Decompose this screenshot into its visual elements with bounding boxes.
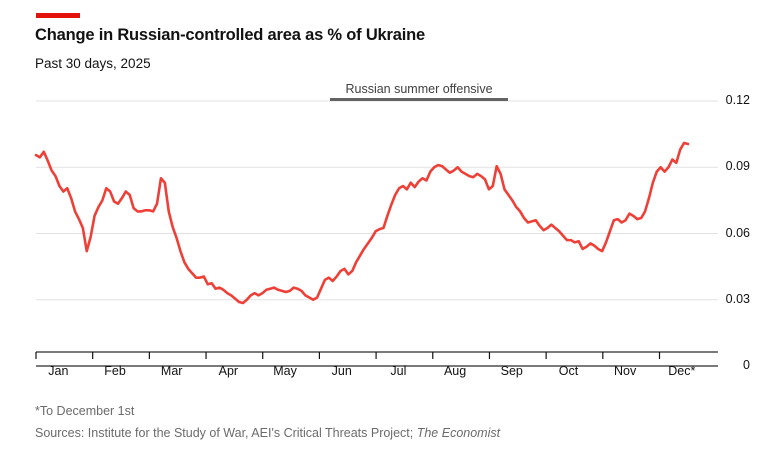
y-axis-label: 0.09 (725, 159, 750, 174)
sources-text: Sources: Institute for the Study of War,… (35, 426, 417, 440)
x-axis-label: Oct (558, 364, 579, 378)
x-axis-label: Sep (500, 364, 523, 378)
x-axis-label: Mar (160, 364, 183, 378)
x-axis-label: Jan (48, 364, 69, 378)
x-axis-label: Aug (443, 364, 467, 378)
x-axis-label: May (273, 364, 297, 378)
gridlines (36, 100, 718, 367)
x-axis-label: Jun (331, 364, 352, 378)
y-axis-label: 0.06 (725, 225, 750, 240)
y-axis-label: 0.03 (725, 291, 750, 306)
annotation-label: Russian summer offensive (345, 82, 493, 96)
line-chart (34, 100, 718, 367)
x-axis (35, 351, 718, 359)
series-line (34, 141, 690, 305)
x-axis-label: Dec* (668, 364, 696, 378)
sources-note: Sources: Institute for the Study of War,… (35, 426, 500, 440)
y-axis-label: 0 (743, 358, 750, 372)
page-title: Change in Russian-controlled area as % o… (35, 26, 425, 44)
x-axis-label: Feb (104, 364, 126, 378)
annotation-bar (330, 98, 508, 101)
footnote: *To December 1st (35, 404, 135, 418)
accent-rule (36, 13, 80, 18)
y-axis-label: 0.12 (725, 93, 750, 107)
x-axis-label: Nov (614, 364, 637, 378)
x-axis-label: Apr (218, 364, 239, 378)
page-subtitle: Past 30 days, 2025 (35, 56, 151, 71)
sources-publisher: The Economist (416, 426, 501, 440)
x-axis-label: Jul (390, 364, 407, 378)
